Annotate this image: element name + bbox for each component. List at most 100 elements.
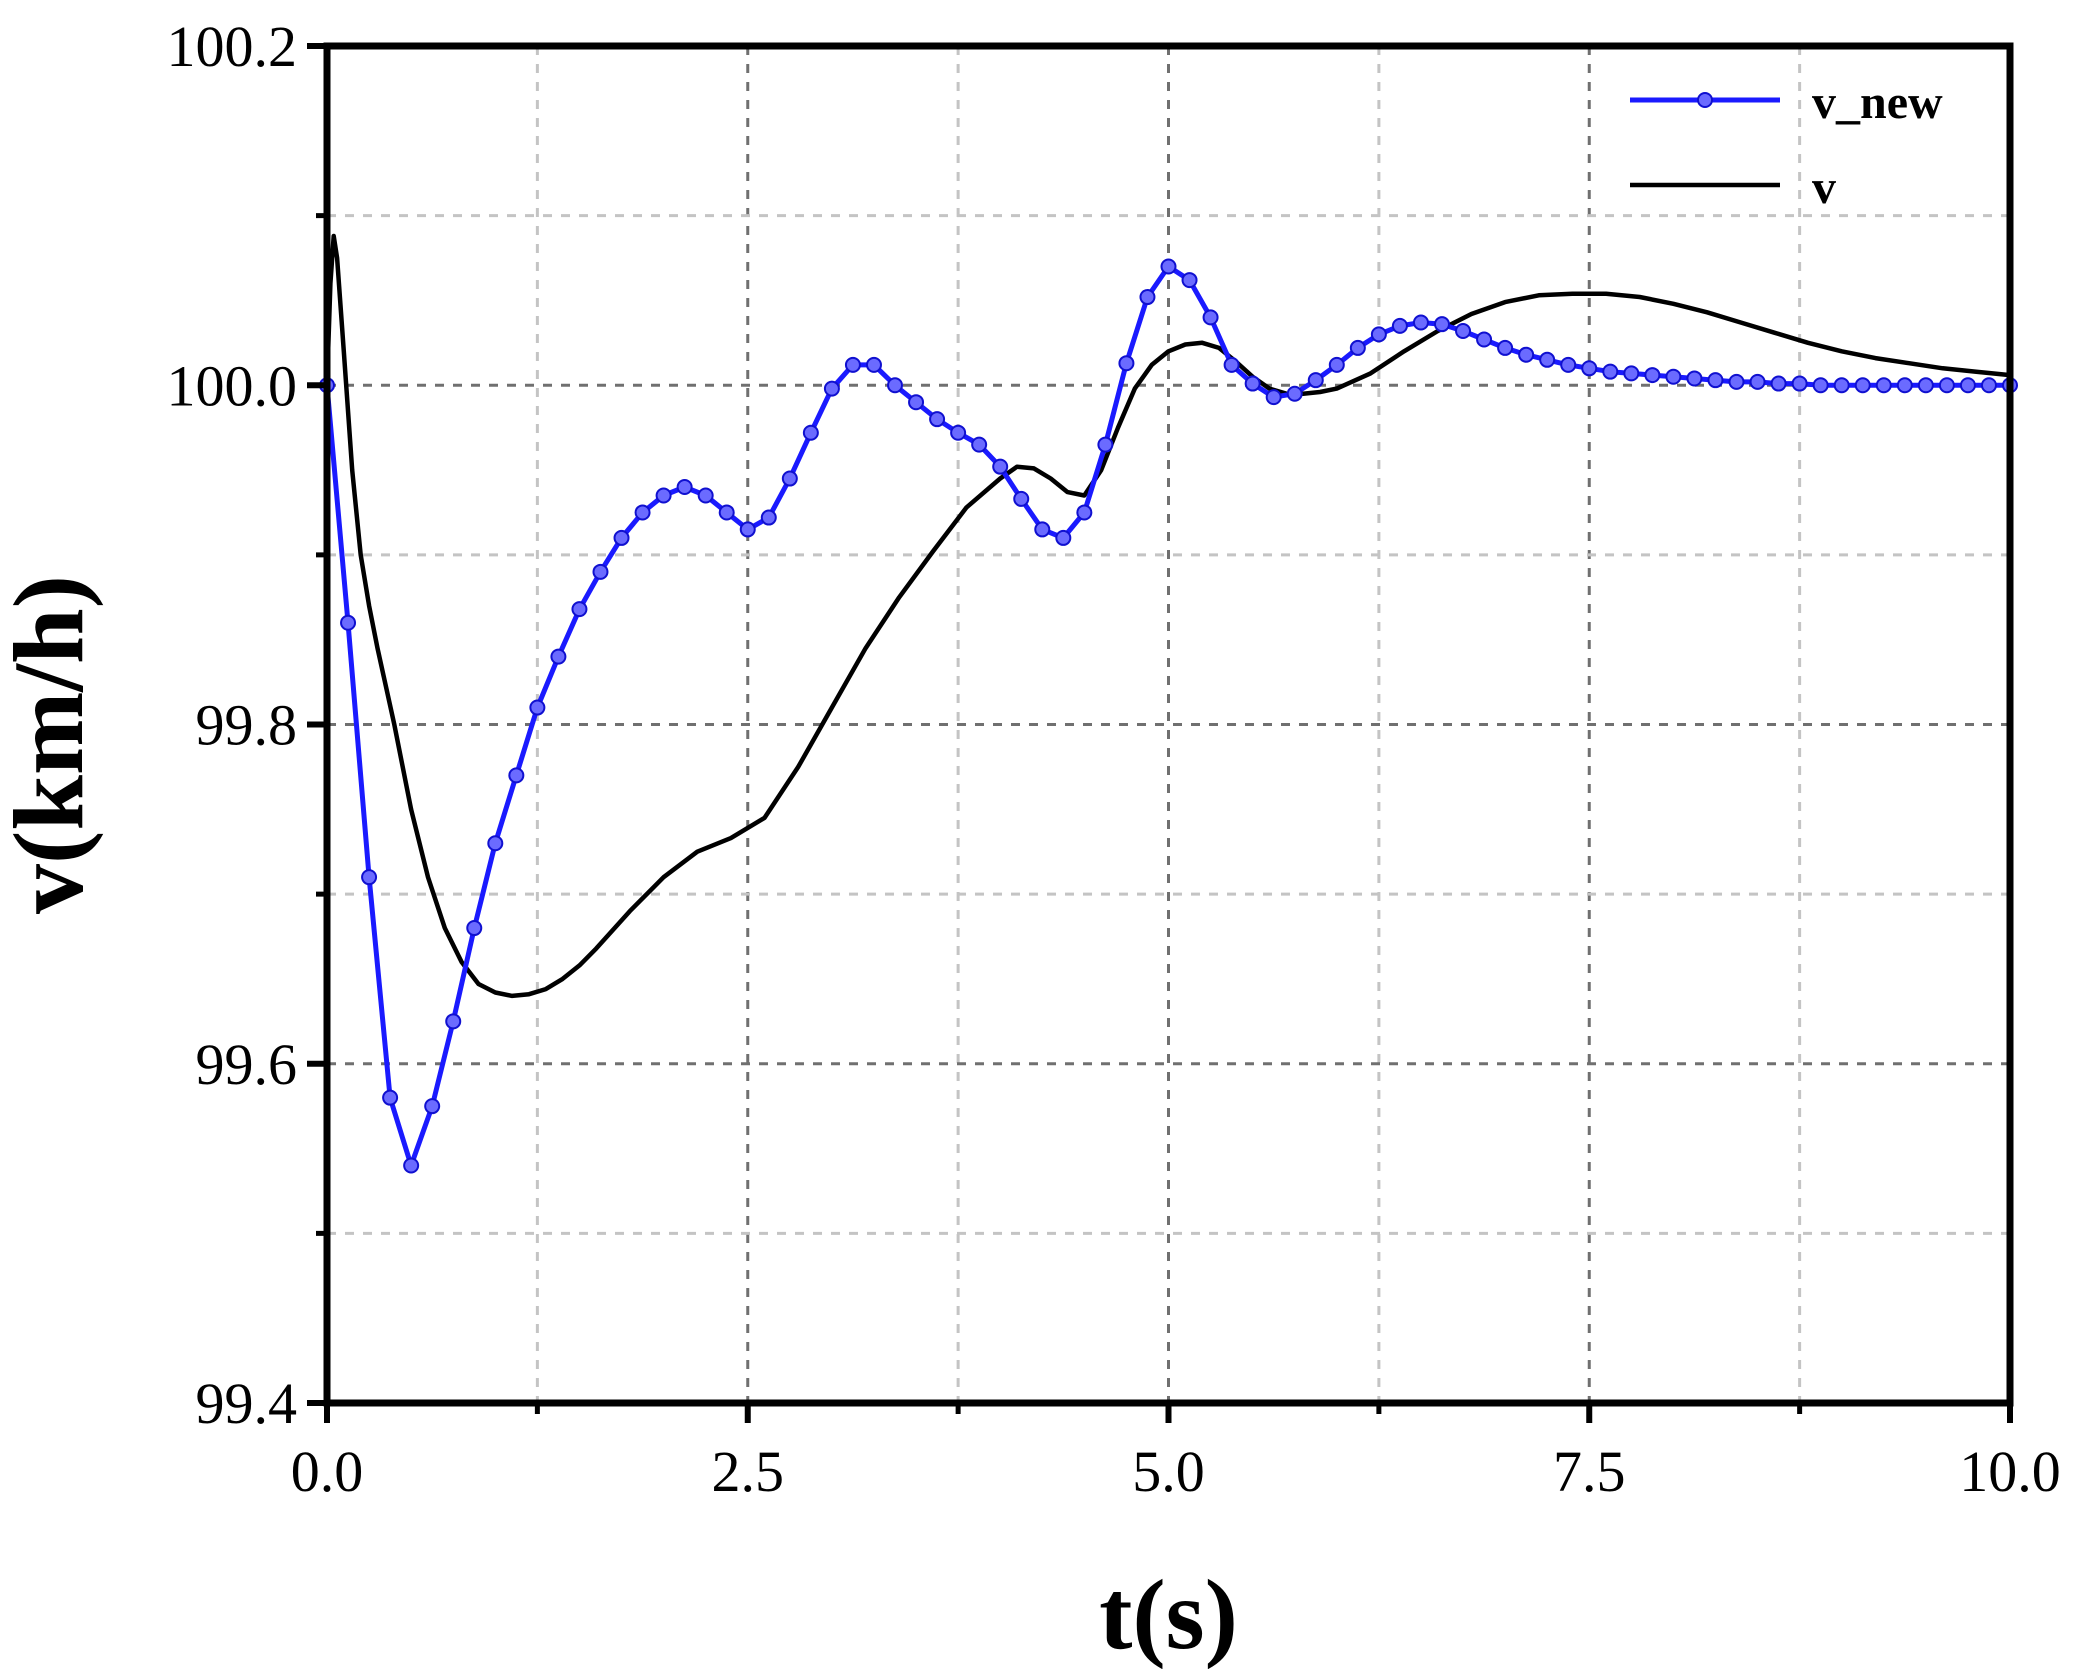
- y-tick-label: 100.2: [167, 14, 298, 79]
- data-point-v-new: [823, 380, 840, 397]
- data-point-v-new: [1938, 377, 1955, 394]
- legend-label-v: v: [1812, 161, 1836, 214]
- data-point-v-new: [1812, 377, 1829, 394]
- data-point-v-new: [971, 436, 988, 453]
- data-point-v-new: [1391, 317, 1408, 334]
- x-tick-label: 0.0: [291, 1439, 364, 1504]
- legend-marker-v-new: [1697, 92, 1713, 108]
- y-axis-title: v(km/h): [0, 575, 104, 914]
- data-point-v-new: [1770, 375, 1787, 392]
- data-point-v-new: [950, 424, 967, 441]
- data-point-v-new: [1455, 322, 1472, 339]
- data-point-v-new: [487, 835, 504, 852]
- data-point-v-new: [1665, 368, 1682, 385]
- data-point-v-new: [361, 869, 378, 886]
- data-point-v-new: [1896, 377, 1913, 394]
- data-point-v-new: [613, 529, 630, 546]
- data-point-v-new: [844, 356, 861, 373]
- data-point-v-new: [781, 470, 798, 487]
- data-point-v-new: [1833, 377, 1850, 394]
- data-point-v-new: [424, 1098, 441, 1115]
- data-point-v-new: [1370, 326, 1387, 343]
- data-point-v-new: [1749, 373, 1766, 390]
- data-point-v-new: [1328, 356, 1345, 373]
- y-tick-label: 100.0: [167, 353, 298, 418]
- data-point-v-new: [992, 458, 1009, 475]
- data-point-v-new: [1476, 331, 1493, 348]
- data-point-v-new: [802, 424, 819, 441]
- data-point-v-new: [1728, 373, 1745, 390]
- data-point-v-new: [1686, 370, 1703, 387]
- data-point-v-new: [1497, 339, 1514, 356]
- data-point-v-new: [508, 767, 525, 784]
- data-point-v-new: [760, 509, 777, 526]
- data-point-v-new: [1013, 490, 1030, 507]
- data-point-v-new: [1623, 365, 1640, 382]
- data-point-v-new: [1181, 272, 1198, 289]
- data-point-v-new: [403, 1157, 420, 1174]
- data-point-v-new: [1034, 521, 1051, 538]
- legend-label-v-new: v_new: [1812, 76, 1943, 129]
- data-point-v-new: [1791, 375, 1808, 392]
- x-tick-label: 5.0: [1132, 1439, 1205, 1504]
- x-tick-label: 7.5: [1553, 1439, 1626, 1504]
- data-point-v-new: [634, 504, 651, 521]
- data-point-v-new: [887, 377, 904, 394]
- data-point-v-new: [1223, 356, 1240, 373]
- data-point-v-new: [592, 563, 609, 580]
- data-point-v-new: [1959, 377, 1976, 394]
- data-point-v-new: [1202, 309, 1219, 326]
- data-point-v-new: [908, 394, 925, 411]
- data-point-v-new: [1644, 367, 1661, 384]
- data-point-v-new: [865, 356, 882, 373]
- data-point-v-new: [1854, 377, 1871, 394]
- data-point-v-new: [1307, 372, 1324, 389]
- data-point-v-new: [1560, 356, 1577, 373]
- data-point-v-new: [1349, 339, 1366, 356]
- data-point-v-new: [466, 920, 483, 937]
- data-point-v-new: [1244, 375, 1261, 392]
- data-point-v-new: [1980, 377, 1997, 394]
- data-point-v-new: [529, 699, 546, 716]
- data-point-v-new: [1139, 289, 1156, 306]
- data-point-v-new: [718, 504, 735, 521]
- x-axis-title: t(s): [1099, 1559, 1238, 1669]
- data-point-v-new: [739, 521, 756, 538]
- data-point-v-new: [697, 487, 714, 504]
- y-tick-label: 99.6: [196, 1032, 298, 1097]
- data-point-v-new: [676, 479, 693, 496]
- data-point-v-new: [1539, 351, 1556, 368]
- data-point-v-new: [1160, 258, 1177, 275]
- grid-lines: [327, 46, 2010, 1403]
- data-point-v-new: [445, 1013, 462, 1030]
- tick-labels: 0.0 2.5 5.0 7.5 10.0 99.4 99.6 99.8 100.0 100.2: [167, 14, 2061, 1504]
- data-point-v-new: [1286, 385, 1303, 402]
- data-point-v-new: [1412, 314, 1429, 331]
- data-point-v-new: [1581, 360, 1598, 377]
- data-point-v-new: [571, 601, 588, 618]
- data-point-v-new: [1118, 355, 1135, 372]
- y-tick-label: 99.8: [196, 693, 298, 758]
- axis-ticks: [307, 43, 2013, 1423]
- series-line-v: [324, 233, 2013, 999]
- data-point-v-new: [1055, 529, 1072, 546]
- x-tick-label: 2.5: [712, 1439, 785, 1504]
- data-point-v-new: [1602, 363, 1619, 380]
- data-point-v-new: [1707, 372, 1724, 389]
- data-point-v-new: [655, 487, 672, 504]
- data-point-v-new: [1265, 389, 1282, 406]
- data-point-v-new: [1875, 377, 1892, 394]
- data-point-v-new: [340, 614, 357, 631]
- series-layer: [319, 233, 2018, 1174]
- data-point-v-new: [1097, 436, 1114, 453]
- y-tick-label: 99.4: [196, 1371, 298, 1436]
- data-point-v-new: [929, 411, 946, 428]
- legend: v_new v: [1630, 76, 1943, 214]
- data-point-v-new: [1076, 504, 1093, 521]
- data-point-v-new: [1433, 316, 1450, 333]
- data-point-v-new: [382, 1089, 399, 1106]
- data-point-v-new: [1518, 346, 1535, 363]
- x-tick-label: 10.0: [1959, 1439, 2061, 1504]
- data-point-v-new: [550, 648, 567, 665]
